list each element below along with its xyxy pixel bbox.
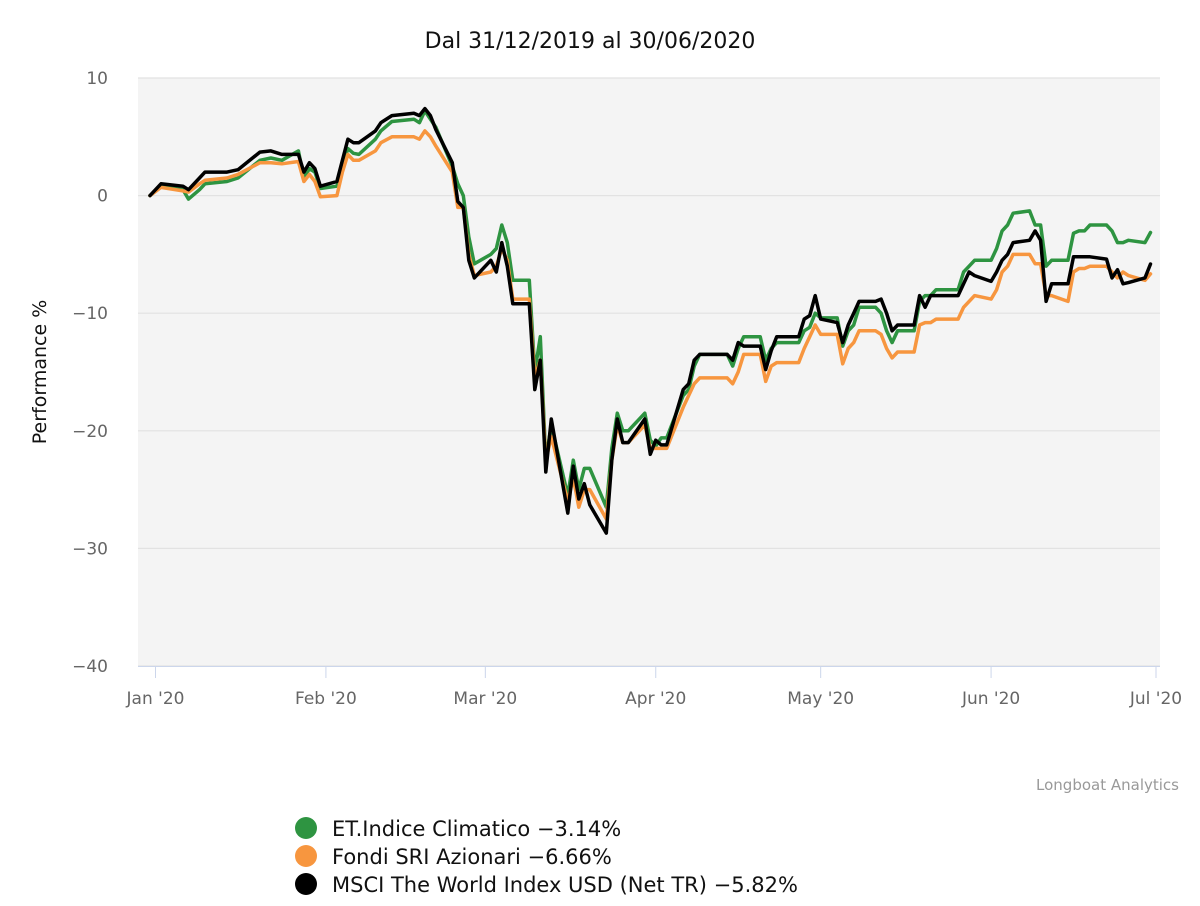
y-tick-label: −20: [72, 422, 108, 442]
x-tick-label: Feb '20: [295, 689, 357, 709]
legend-item[interactable]: ET.Indice Climatico −3.14%: [295, 817, 621, 841]
y-tick-label: −30: [72, 539, 108, 559]
legend: ET.Indice Climatico −3.14% Fondi SRI Azio…: [295, 817, 798, 897]
y-tick-label: −10: [72, 304, 108, 324]
y-axis-ticks: 10 0 −10 −20 −30 −40: [72, 69, 108, 677]
y-tick-label: 10: [86, 69, 108, 89]
legend-item[interactable]: MSCI The World Index USD (Net TR) −5.82%: [295, 873, 798, 897]
x-tick-label: May '20: [787, 689, 854, 709]
x-tick-label: Apr '20: [625, 689, 686, 709]
x-tick-label: Jan '20: [126, 689, 185, 709]
series-line-2: [148, 106, 1153, 535]
series-line-1: [148, 129, 1153, 521]
x-axis: Jan '20 Feb '20 Mar '20 Apr '20 May '20 Jun '…: [126, 666, 1182, 709]
y-tick-label: −40: [72, 657, 108, 677]
legend-marker: [295, 817, 317, 839]
x-tick-label: Jul '20: [1129, 689, 1182, 709]
legend-label: ET.Indice Climatico −3.14%: [332, 817, 621, 841]
series-lines: [148, 106, 1153, 535]
plot-area: [138, 78, 1160, 666]
y-tick-label: 0: [97, 187, 108, 207]
x-tick-label: Mar '20: [453, 689, 517, 709]
legend-marker: [295, 845, 317, 867]
x-tick-label: Jun '20: [961, 689, 1020, 709]
legend-item[interactable]: Fondi SRI Azionari −6.66%: [295, 845, 612, 869]
legend-label: MSCI The World Index USD (Net TR) −5.82%: [332, 873, 798, 897]
legend-marker: [295, 873, 317, 895]
legend-label: Fondi SRI Azionari −6.66%: [332, 845, 612, 869]
series-line-0: [148, 109, 1153, 509]
chart-credit[interactable]: Longboat Analytics: [1036, 776, 1179, 794]
chart-title: Dal 31/12/2019 al 30/06/2020: [425, 29, 756, 54]
y-axis-label: Performance %: [29, 300, 51, 445]
